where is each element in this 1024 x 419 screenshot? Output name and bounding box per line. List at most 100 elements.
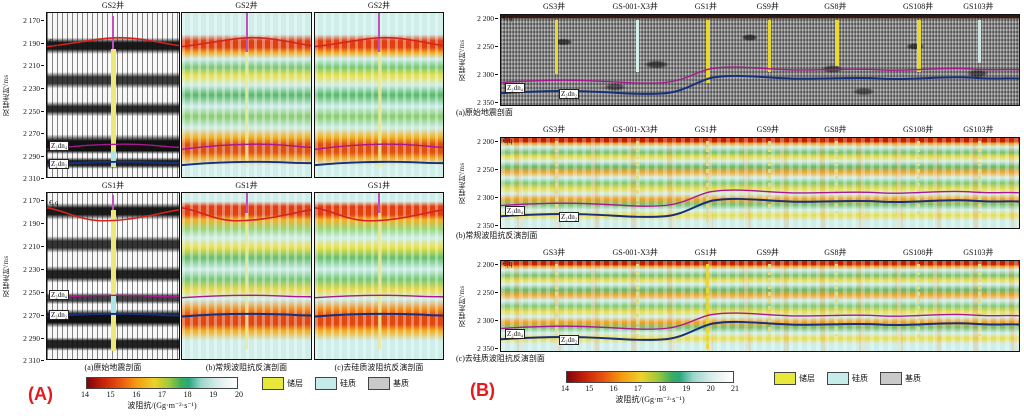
silica-swatch (315, 377, 337, 390)
well-track (706, 140, 710, 222)
y-tick: 2 310 (23, 357, 44, 365)
well-track (917, 263, 921, 341)
legend-b: 储层 硅质 基质 (774, 372, 933, 385)
legend-item-matrix: 基质 (880, 372, 921, 385)
well-track (917, 140, 921, 218)
well-track (767, 263, 771, 341)
well-track (112, 194, 114, 210)
caption-b-desilicified: (c)去硅质波阻抗反演剖面 (456, 354, 545, 363)
y-tick: 2 270 (23, 130, 44, 138)
well-header: GS-001-X3井 (612, 248, 658, 257)
impedance-plot-b-desilicified: €₁q Z₂dn₄ Z₂dn₂ (500, 260, 1020, 352)
impedance-plot-gs2-conventional (181, 12, 312, 178)
well-header: GS-001-X3井 (612, 125, 658, 134)
well-track (110, 209, 116, 351)
well-track (835, 19, 839, 67)
y-tick: 2 190 (23, 220, 44, 228)
well-track (110, 295, 116, 316)
seismic-plot-b-original: €₁q Z₂dn₄ Z₂dn₂ (500, 14, 1020, 106)
legend-item-reservoir: 储层 (262, 377, 303, 390)
colorbar-tick: 17 (157, 390, 166, 399)
y-axis-bb: 2 200 2 250 2 300 2 350 (470, 137, 498, 231)
colorbar-tick: 16 (132, 390, 141, 399)
y-axis-label-bb: 双程走时/ms (458, 162, 466, 204)
colorbar-tick: 17 (633, 384, 642, 393)
well-header: GS1井 (694, 248, 718, 257)
well-header-gs2: GS2井 (235, 1, 258, 10)
y-axis-ba: 2 200 2 250 2 300 2 350 (470, 14, 498, 108)
colorbar-tick: 18 (658, 384, 667, 393)
y-axis-label-ba: 双程走时/ms (458, 39, 466, 81)
well-track (245, 13, 248, 53)
well-header: GS9井 (756, 125, 779, 134)
well-track (245, 52, 248, 168)
horizon-lines (501, 66, 1019, 95)
colorbar-tick: 19 (682, 384, 691, 393)
colorbar-tick: 20 (234, 390, 243, 399)
colorbar-tick: 20 (706, 384, 715, 393)
well-track (554, 263, 558, 341)
well-header-gs2: GS2井 (101, 1, 125, 10)
horizon-lines (182, 36, 311, 167)
horizon-label-eq: €₁q (49, 38, 59, 46)
legend-item-reservoir: 储层 (774, 372, 815, 385)
caption-a-original: (a)原始地震剖面 (84, 363, 142, 372)
well-track (835, 140, 839, 213)
horizon-label-zdn4: Z₂dn₄ (505, 206, 526, 216)
well-track (378, 193, 380, 213)
y-tick: 2 300 (477, 71, 498, 79)
colorbar-ticks: 14 15 16 17 18 19 20 (81, 390, 243, 399)
caption-b-original: (a)原始地震剖面 (456, 108, 513, 117)
y-tick: 2 290 (23, 335, 44, 343)
well-track (835, 263, 839, 336)
y-tick: 2 310 (23, 175, 44, 183)
well-track (245, 193, 248, 213)
well-header: GS108井 (902, 248, 934, 257)
well-header: GS9井 (756, 248, 779, 257)
well-track (554, 19, 559, 74)
y-tick: 2 190 (23, 40, 44, 48)
legend-label: 基质 (905, 374, 921, 383)
well-track (245, 212, 248, 350)
y-tick: 2 250 (23, 108, 44, 116)
impedance-plot-b-conventional: €₁q Z₂dn₄ Z₂dn₂ (500, 137, 1020, 229)
legend-label: 储层 (287, 379, 303, 388)
well-track (112, 16, 114, 50)
silica-swatch (827, 372, 849, 385)
well-track (110, 49, 116, 168)
legend-label: 储层 (799, 374, 815, 383)
y-tick: 2 300 (477, 194, 498, 202)
y-tick: 2 250 (477, 166, 498, 174)
well-header-gs1: GS1井 (101, 181, 125, 190)
well-track (917, 19, 921, 72)
y-tick: 2 170 (23, 197, 44, 205)
panel-b-tag: (B) (470, 380, 495, 400)
y-tick: 2 250 (477, 289, 498, 297)
well-header-row-bc: GS3井 GS-001-X3井 GS1井 GS9井 GS8井 GS108井 GS… (500, 247, 1020, 259)
impedance-plot-gs2-desilicified (314, 12, 444, 178)
horizon-lines (182, 207, 311, 318)
horizon-lines (501, 189, 1019, 218)
colorbar-tick: 14 (561, 384, 569, 393)
impedance-plot-gs1-desilicified (314, 192, 444, 360)
well-header: GS8井 (824, 2, 847, 11)
well-header: GS103井 (963, 2, 994, 11)
y-tick: 2 250 (23, 289, 44, 297)
colorbar-b: 14 15 16 17 18 19 20 21 (561, 371, 739, 393)
horizon-label-eq: €₁q (503, 260, 513, 268)
well-track (977, 140, 981, 213)
well-header: GS103井 (963, 248, 994, 257)
well-header: GS3井 (542, 248, 566, 257)
y-tick: 2 230 (23, 85, 44, 93)
reservoir-swatch (774, 372, 796, 385)
well-header: GS108井 (902, 2, 934, 11)
colorbar-b-label: 波阻抗/(Gg·m⁻²·s⁻¹) (615, 395, 685, 404)
panel-a-tag: (A) (28, 384, 53, 404)
horizon-label-zdn4: Z₂dn₄ (49, 290, 70, 300)
y-axis-a1: 2 170 2 190 2 210 2 230 2 250 2 270 2 29… (10, 12, 44, 188)
horizon-label-zdn4: Z₂dn₄ (505, 83, 526, 93)
well-track (635, 140, 639, 218)
colorbar-tick: 21 (730, 384, 739, 393)
well-header-row-ba: GS3井 GS-001-X3井 GS1井 GS9井 GS8井 GS108井 GS… (500, 1, 1020, 13)
y-tick: 2 210 (23, 243, 44, 251)
